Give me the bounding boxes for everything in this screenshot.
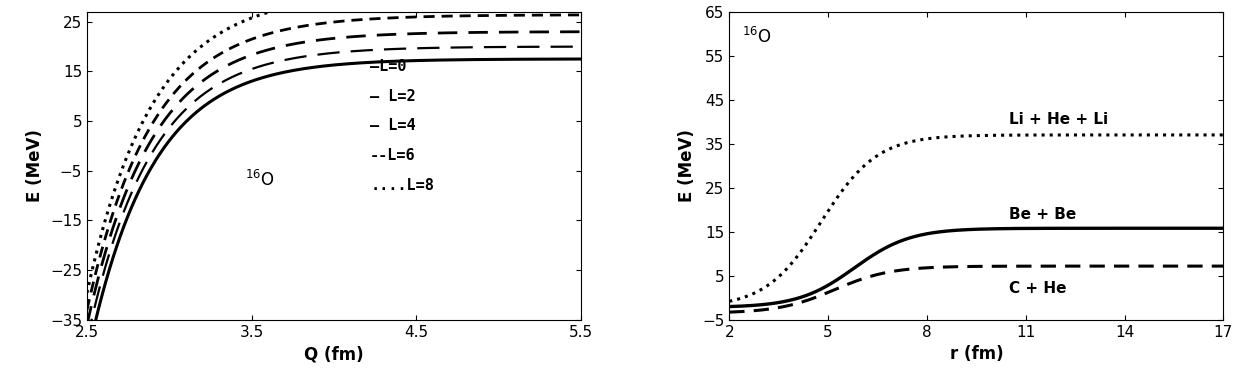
Text: Be + Be: Be + Be [1010,207,1077,222]
Text: $^{16}$O: $^{16}$O [743,27,773,46]
Y-axis label: E (MeV): E (MeV) [678,129,697,202]
Text: --L=6: --L=6 [370,148,416,163]
X-axis label: Q (fm): Q (fm) [304,345,364,363]
Text: Li + He + Li: Li + He + Li [1010,112,1108,127]
Text: – L=2: – L=2 [370,89,416,104]
X-axis label: r (fm): r (fm) [949,345,1004,363]
Text: ....L=8: ....L=8 [370,178,435,193]
Text: $^{16}$O: $^{16}$O [245,170,274,190]
Text: C + He: C + He [1010,282,1067,296]
Text: – L=4: – L=4 [370,119,416,133]
Text: —L=0: —L=0 [370,59,406,74]
Y-axis label: E (MeV): E (MeV) [26,129,45,202]
